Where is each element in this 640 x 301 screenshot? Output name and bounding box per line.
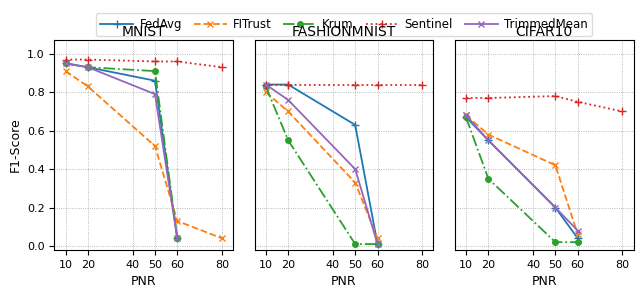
FITrust — [218, 237, 226, 240]
FITrust — [351, 181, 359, 185]
TrimmedMean — [84, 65, 92, 69]
TrimmedMean — [262, 83, 269, 86]
TrimmedMean — [484, 138, 492, 142]
FedAvg — [61, 62, 69, 65]
Krum — [84, 65, 92, 69]
FedAvg — [552, 206, 559, 209]
FITrust — [462, 113, 470, 117]
Line: Sentinel: Sentinel — [462, 92, 627, 116]
FedAvg — [262, 83, 269, 86]
Sentinel — [619, 110, 627, 113]
TrimmedMean — [462, 113, 470, 117]
Sentinel — [484, 96, 492, 100]
Sentinel — [284, 83, 292, 86]
Sentinel — [462, 96, 470, 100]
FedAvg — [284, 83, 292, 86]
FedAvg — [84, 65, 92, 69]
Line: FedAvg: FedAvg — [262, 80, 381, 248]
X-axis label: PNR: PNR — [331, 275, 357, 288]
Line: FedAvg: FedAvg — [61, 59, 182, 243]
FITrust — [374, 237, 381, 240]
FedAvg — [374, 242, 381, 246]
FITrust — [84, 85, 92, 88]
Krum — [262, 85, 269, 88]
TrimmedMean — [151, 92, 159, 96]
FITrust — [262, 90, 269, 94]
Line: FITrust: FITrust — [262, 89, 381, 242]
Title: FASHIONMNIST: FASHIONMNIST — [292, 25, 396, 39]
FITrust — [552, 163, 559, 167]
Line: FedAvg: FedAvg — [462, 113, 582, 243]
Krum — [574, 240, 582, 244]
Line: TrimmedMean: TrimmedMean — [62, 60, 180, 242]
FITrust — [173, 219, 181, 223]
Sentinel — [374, 83, 381, 86]
Title: MNIST: MNIST — [122, 25, 166, 39]
TrimmedMean — [552, 206, 559, 209]
Line: TrimmedMean: TrimmedMean — [463, 112, 581, 234]
Sentinel — [419, 83, 426, 86]
FedAvg — [151, 79, 159, 82]
Line: FITrust: FITrust — [463, 112, 581, 238]
Krum — [462, 115, 470, 119]
Krum — [284, 138, 292, 142]
FITrust — [284, 110, 292, 113]
Sentinel — [552, 94, 559, 98]
FITrust — [151, 144, 159, 148]
Krum — [151, 69, 159, 73]
TrimmedMean — [173, 237, 181, 240]
Sentinel — [351, 83, 359, 86]
TrimmedMean — [351, 167, 359, 171]
Sentinel — [151, 60, 159, 63]
Sentinel — [84, 58, 92, 61]
TrimmedMean — [284, 98, 292, 102]
FedAvg — [484, 138, 492, 142]
TrimmedMean — [374, 242, 381, 246]
Krum — [351, 242, 359, 246]
Line: FITrust: FITrust — [62, 68, 225, 242]
FITrust — [574, 233, 582, 236]
Krum — [374, 242, 381, 246]
FedAvg — [351, 123, 359, 127]
TrimmedMean — [574, 229, 582, 232]
FedAvg — [173, 237, 181, 240]
TrimmedMean — [61, 62, 69, 65]
Sentinel — [574, 100, 582, 104]
Y-axis label: F1-Score: F1-Score — [8, 118, 21, 172]
Line: Sentinel: Sentinel — [262, 80, 426, 89]
Sentinel — [61, 58, 69, 61]
FedAvg — [462, 115, 470, 119]
Line: Krum: Krum — [463, 114, 580, 245]
Krum — [552, 240, 559, 244]
Krum — [61, 62, 69, 65]
Legend: FedAvg, FITrust, Krum, Sentinel, TrimmedMean: FedAvg, FITrust, Krum, Sentinel, Trimmed… — [96, 14, 592, 36]
FITrust — [61, 69, 69, 73]
Line: Krum: Krum — [63, 61, 180, 241]
Sentinel — [262, 83, 269, 86]
Krum — [484, 177, 492, 181]
Krum — [173, 237, 181, 240]
FedAvg — [574, 237, 582, 240]
Line: TrimmedMean: TrimmedMean — [262, 81, 381, 247]
Line: Sentinel: Sentinel — [61, 55, 226, 71]
X-axis label: PNR: PNR — [531, 275, 557, 288]
FITrust — [484, 133, 492, 136]
X-axis label: PNR: PNR — [131, 275, 157, 288]
Sentinel — [173, 60, 181, 63]
Title: CIFAR10: CIFAR10 — [516, 25, 573, 39]
Sentinel — [218, 65, 226, 69]
Line: Krum: Krum — [263, 84, 380, 247]
